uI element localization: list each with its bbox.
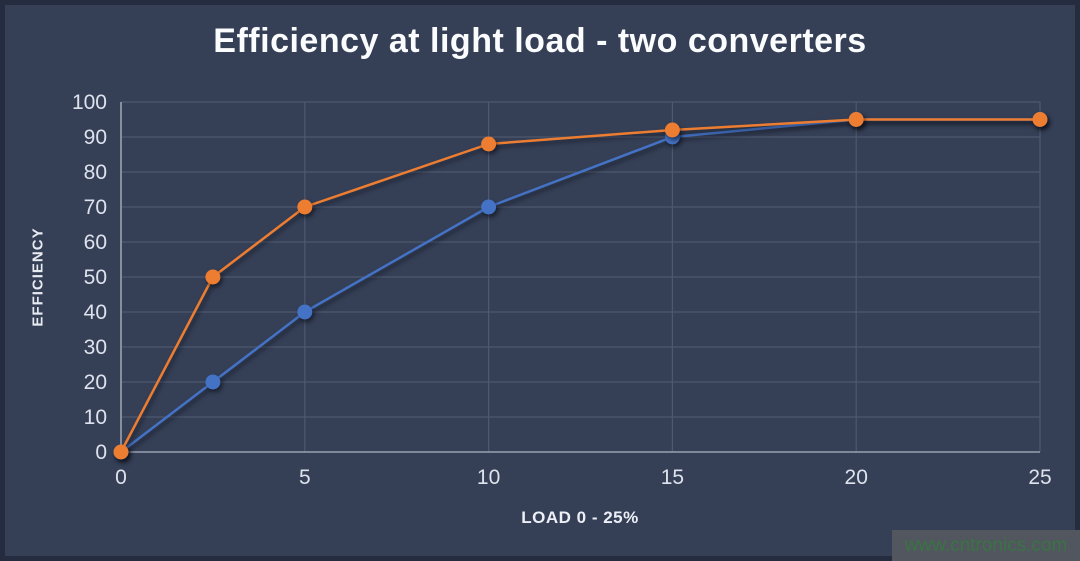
x-tick-label-20: 20: [845, 466, 868, 489]
y-tick-label-80: 80: [84, 161, 107, 184]
y-tick-label-0: 0: [95, 441, 107, 464]
x-tick-label-25: 25: [1028, 466, 1051, 489]
y-tick-label-20: 20: [84, 371, 107, 394]
marker-converter-blue-x5: [297, 304, 313, 320]
marker-converter-orange-x0: [113, 444, 129, 460]
watermark-bar: www.cntronics.com: [892, 530, 1080, 561]
y-tick-label-70: 70: [84, 196, 107, 219]
y-tick-label-100: 100: [72, 91, 107, 114]
line-converter-blue: [120, 118, 1040, 453]
y-tick-label-10: 10: [84, 406, 107, 429]
y-tick-label-50: 50: [84, 266, 107, 289]
marker-converter-orange-x25: [1032, 112, 1048, 127]
y-tick-label-90: 90: [84, 126, 107, 149]
y-tick-label-40: 40: [84, 301, 107, 324]
x-tick-label-15: 15: [661, 466, 684, 489]
y-tick-label-30: 30: [84, 336, 107, 359]
x-tick-label-5: 5: [299, 466, 311, 489]
x-tick-label-0: 0: [115, 466, 127, 489]
marker-converter-blue-x10: [481, 199, 497, 215]
x-axis-title: LOAD 0 - 25%: [521, 508, 639, 527]
marker-converter-orange-x10: [481, 136, 497, 152]
chart-title: Efficiency at light load - two converter…: [213, 22, 867, 60]
line-converter-orange: [119, 118, 1040, 453]
marker-converter-orange-x5: [297, 199, 313, 215]
marker-converter-orange-x20: [848, 112, 864, 127]
marker-converter-blue-x2.5: [205, 374, 221, 390]
watermark-text: www.cntronics.com: [904, 534, 1068, 556]
x-tick-label-10: 10: [477, 466, 500, 489]
marker-converter-orange-x2.5: [205, 269, 221, 285]
y-tick-label-60: 60: [84, 231, 107, 254]
marker-converter-orange-x15: [664, 122, 680, 138]
